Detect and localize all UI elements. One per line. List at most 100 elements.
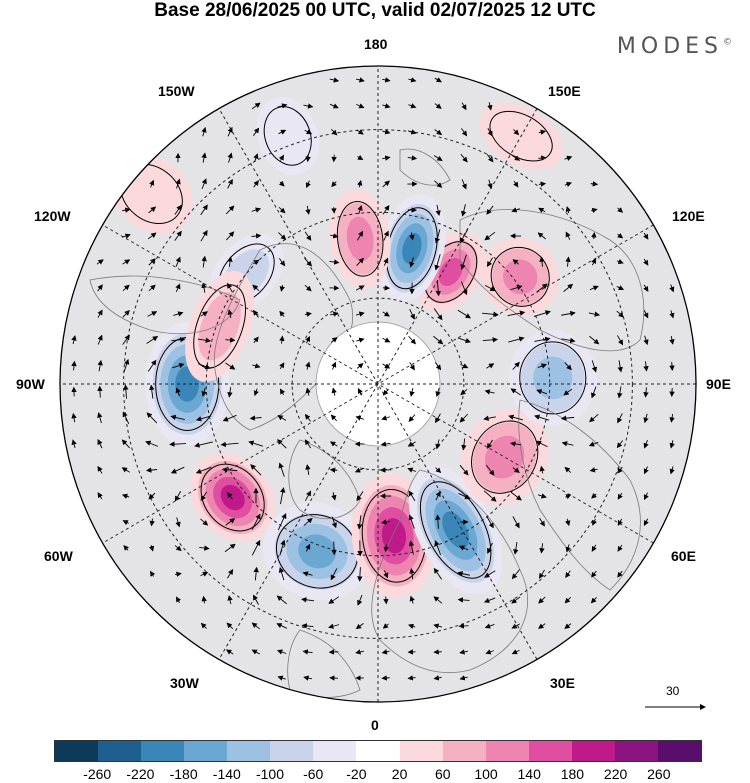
wind-arrow: [591, 544, 597, 552]
wind-arrow: [357, 154, 364, 160]
wind-arrow: [382, 311, 390, 317]
colorbar-swatch: [399, 741, 443, 761]
coastline: [399, 148, 451, 186]
wind-arrow: [433, 596, 443, 604]
wind-arrow: [71, 360, 77, 371]
wind-arrow: [483, 597, 496, 603]
wind-arrow: [564, 466, 572, 473]
wind-arrow: [382, 103, 391, 109]
wind-arrow: [669, 361, 675, 371]
wind-arrow: [145, 467, 158, 473]
wind-arrow: [408, 540, 415, 555]
colorbar-swatch: [442, 741, 486, 761]
wind-arrow: [226, 231, 235, 241]
wind-arrow: [251, 622, 260, 630]
wind-arrow: [200, 230, 208, 242]
wind-arrow: [510, 441, 522, 447]
wind-arrow: [276, 623, 288, 629]
wind-arrow: [328, 596, 340, 604]
wind-arrow: [329, 103, 339, 109]
contour-line: [263, 106, 312, 166]
contour-band: [346, 216, 374, 261]
wind-arrow: [539, 465, 545, 474]
wind-arrow: [305, 361, 311, 370]
wind-arrow: [276, 595, 287, 605]
wind-arrow: [201, 255, 207, 268]
wind-arrow: [304, 311, 312, 317]
wind-arrow: [508, 336, 525, 343]
wind-arrow: [589, 335, 600, 345]
wind-arrow: [511, 596, 521, 604]
wind-arrow: [304, 439, 312, 449]
wind-arrow: [484, 284, 496, 292]
wind-arrow: [508, 414, 524, 421]
colorbar-swatch: [485, 741, 529, 761]
colorbar-tick-label: -220: [126, 766, 155, 782]
wind-arrow: [169, 441, 186, 447]
map-title: Base 28/06/2025 00 UTC, valid 02/07/2025…: [154, 0, 596, 21]
wind-arrow: [591, 257, 597, 266]
wind-arrow: [97, 359, 103, 372]
wind-arrow: [304, 231, 312, 241]
colorbar: [54, 740, 702, 762]
wind-arrow: [408, 103, 417, 109]
wind-arrow: [278, 154, 284, 161]
wind-arrow: [433, 335, 444, 345]
negative-anomaly: [378, 194, 446, 303]
negative-anomaly: [256, 97, 320, 175]
negative-anomaly: [262, 502, 372, 601]
wind-arrow: [381, 415, 391, 421]
wind-arrow: [201, 126, 207, 137]
wind-arrow: [457, 571, 470, 577]
lon-label-120w: 120W: [34, 208, 71, 224]
wind-arrow: [435, 413, 441, 424]
modes-logo: MODES©: [617, 34, 732, 59]
colorbar-tick-label: -260: [83, 766, 112, 782]
positive-anomaly: [329, 189, 391, 289]
colorbar-swatch: [141, 741, 185, 761]
wind-arrow: [382, 129, 391, 135]
wind-arrow: [121, 439, 130, 449]
wind-arrow: [331, 181, 337, 188]
wind-arrow: [486, 439, 494, 449]
lon-label-150e: 150E: [548, 83, 581, 99]
wind-arrow: [225, 205, 235, 215]
wind-arrow: [669, 466, 675, 475]
wind-arrow: [331, 361, 337, 370]
wind-arrow: [357, 205, 363, 215]
wind-arrow: [253, 388, 259, 397]
wind-arrow: [200, 518, 209, 526]
wind-arrow: [122, 259, 131, 265]
wind-arrow: [588, 441, 599, 447]
wind-arrow: [71, 412, 77, 423]
wind-arrow: [357, 567, 363, 582]
colorbar-swatch: [356, 741, 400, 761]
wind-arrow: [330, 233, 339, 239]
wind-arrow: [510, 285, 523, 291]
colorbar-swatch: [571, 741, 615, 761]
wind-arrow: [251, 102, 261, 110]
wind-arrow: [486, 363, 495, 369]
wind-arrow: [484, 231, 496, 241]
wind-arrow: [565, 518, 571, 527]
wind-arrow: [227, 282, 233, 293]
contour-line: [200, 463, 265, 532]
wind-arrow: [251, 513, 261, 530]
wind-arrow: [538, 155, 547, 161]
positive-anomaly: [190, 453, 275, 543]
wind-arrow: [486, 154, 494, 163]
wind-arrow: [539, 256, 545, 267]
wind-arrow: [408, 514, 415, 529]
wind-arrow: [487, 128, 493, 137]
wind-arrow: [279, 362, 285, 370]
wind-arrow: [355, 77, 365, 83]
wind-arrow: [512, 155, 521, 161]
negative-anomaly: [508, 329, 597, 426]
wind-arrow: [331, 128, 338, 136]
wind-arrow: [249, 415, 262, 421]
wind-arrow: [512, 361, 520, 370]
wind-arrow: [565, 570, 571, 579]
wind-arrow: [537, 232, 546, 240]
wind-arrow: [175, 256, 181, 267]
wind-arrow: [643, 258, 649, 266]
